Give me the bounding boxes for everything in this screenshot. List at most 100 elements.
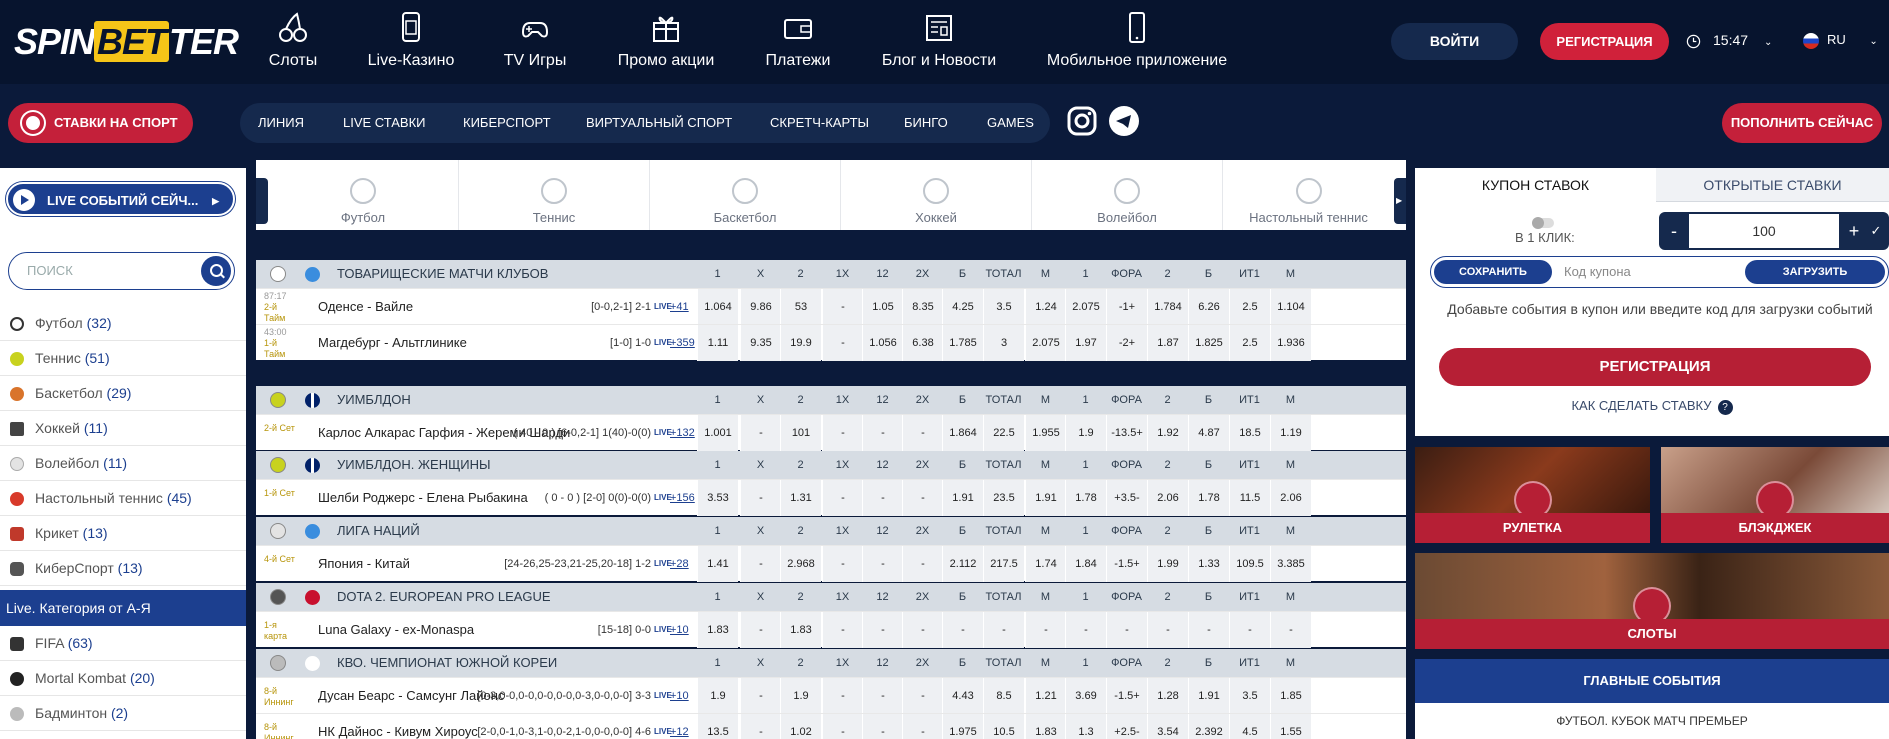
more-markets-link[interactable]: +10 <box>670 690 689 702</box>
tab-football[interactable]: Футбол <box>268 160 459 230</box>
odds-cell[interactable]: 1.064 <box>697 289 738 325</box>
increase-button[interactable]: + <box>1848 221 1860 241</box>
odds-cell[interactable]: 2.06 <box>1270 480 1311 516</box>
match-teams[interactable]: Карлос Алкарас Гарфия - Жереми Шарди <box>318 425 571 440</box>
sidebar-item-mortal-kombat[interactable]: Mortal Kombat (20) <box>0 661 246 696</box>
sidebar-item-volleyball[interactable]: Волейбол (11) <box>0 446 246 481</box>
odds-cell[interactable]: 22.5 <box>983 415 1024 451</box>
odds-cell[interactable]: 4.87 <box>1188 415 1229 451</box>
odds-cell[interactable]: 3.385 <box>1270 546 1311 582</box>
sidebar-item-cricket[interactable]: Крикет (13) <box>0 516 246 551</box>
league-header[interactable]: DOTA 2. EUROPEAN PRO LEAGUE 1 X 2 1X 12 2X Б ТОТ… <box>256 583 1406 611</box>
odds-cell[interactable]: 2.06 <box>1147 480 1188 516</box>
deposit-now-button[interactable]: ПОПОЛНИТЬ СЕЙЧАС <box>1722 103 1882 143</box>
odds-cell[interactable]: 1.74 <box>1025 546 1066 582</box>
odds-cell[interactable]: 1.056 <box>862 325 903 361</box>
promo-slots[interactable]: СЛОТЫ <box>1415 553 1889 649</box>
odds-cell[interactable]: 2.075 <box>1025 325 1066 361</box>
odds-cell[interactable]: 1.784 <box>1147 289 1188 325</box>
subnav-line[interactable]: ЛИНИЯ <box>258 115 304 130</box>
odds-cell[interactable]: -1+ <box>1106 289 1147 325</box>
category-header[interactable]: Live. Категория от А-Я <box>0 590 246 626</box>
odds-cell[interactable]: 2.5 <box>1229 325 1270 361</box>
coupon-register-button[interactable]: РЕГИСТРАЦИЯ <box>1439 348 1871 386</box>
odds-cell[interactable]: 217.5 <box>983 546 1024 582</box>
odds-cell[interactable]: 3.53 <box>697 480 738 516</box>
odds-cell[interactable]: 19.9 <box>780 325 821 361</box>
odds-cell[interactable]: 53 <box>780 289 821 325</box>
odds-cell[interactable]: 1.85 <box>1270 678 1311 714</box>
odds-cell[interactable]: 3 <box>983 325 1024 361</box>
odds-cell[interactable]: -13.5+ <box>1106 415 1147 451</box>
odds-cell[interactable]: 1.24 <box>1025 289 1066 325</box>
odds-cell[interactable]: 1.001 <box>697 415 738 451</box>
sidebar-item-badminton[interactable]: Бадминтон (2) <box>0 696 246 731</box>
odds-cell[interactable]: 1.84 <box>1065 546 1106 582</box>
league-header[interactable]: ТОВАРИЩЕСКИЕ МАТЧИ КЛУБОВ 1 X 2 1X 12 2X Б ТОТАЛ… <box>256 260 1406 288</box>
odds-cell[interactable]: 1.104 <box>1270 289 1311 325</box>
how-to-bet-link[interactable]: КАК СДЕЛАТЬ СТАВКУ? <box>1415 398 1889 415</box>
odds-cell[interactable]: 1.975 <box>942 714 983 739</box>
promo-blackjack[interactable]: БЛЭКДЖЕК <box>1661 447 1889 543</box>
sidebar-item-esports[interactable]: КиберСпорт (13) <box>0 551 246 586</box>
odds-cell[interactable]: 1.825 <box>1188 325 1229 361</box>
decrease-button[interactable]: - <box>1671 221 1677 241</box>
league-header[interactable]: ЛИГА НАЦИЙ 1 X 2 1X 12 2X Б ТОТАЛ М 1 ФОРА 2 Б ИТ1 М <box>256 517 1406 545</box>
league-header[interactable]: УИМБЛДОН. ЖЕНЩИНЫ 1 X 2 1X 12 2X Б ТОТАЛ М 1 ФОРА 2 Б… <box>256 451 1406 479</box>
odds-cell[interactable]: 1.87 <box>1147 325 1188 361</box>
subnav-bingo[interactable]: БИНГО <box>904 115 948 130</box>
clock-widget[interactable]: 15:47 ⌄ <box>1686 32 1772 49</box>
odds-cell[interactable]: 1.21 <box>1025 678 1066 714</box>
odds-cell[interactable]: 1.33 <box>1188 546 1229 582</box>
odds-cell[interactable]: 6.26 <box>1188 289 1229 325</box>
nav-live-casino[interactable]: Live-Казино <box>365 0 457 84</box>
odds-cell[interactable]: 18.5 <box>1229 415 1270 451</box>
match-row[interactable]: 1-я карта Luna Galaxy - ex-Monaspa [15-18]… <box>256 611 1406 648</box>
subnav-scratch[interactable]: СКРЕТЧ-КАРТЫ <box>770 115 870 130</box>
odds-cell[interactable]: 1.78 <box>1188 480 1229 516</box>
odds-cell[interactable]: 1.97 <box>1065 325 1106 361</box>
match-teams[interactable]: НК Дайнос - Кивум Хироус <box>318 724 478 739</box>
subnav-games[interactable]: GAMES <box>987 115 1034 130</box>
scroll-right-button[interactable]: ▶ <box>1394 178 1406 224</box>
odds-cell[interactable]: 2.5 <box>1229 289 1270 325</box>
check-icon[interactable]: ✓ <box>1870 223 1882 238</box>
odds-cell[interactable]: 1.99 <box>1147 546 1188 582</box>
odds-cell[interactable]: 1.92 <box>1147 415 1188 451</box>
odds-cell[interactable]: 1.83 <box>780 612 821 648</box>
odds-cell[interactable]: 1.9 <box>780 678 821 714</box>
odds-cell[interactable]: 1.31 <box>780 480 821 516</box>
odds-cell[interactable]: 23.5 <box>983 480 1024 516</box>
sidebar-item-tennis[interactable]: Теннис (51) <box>0 341 246 376</box>
odds-cell[interactable]: 11.5 <box>1229 480 1270 516</box>
odds-cell[interactable]: 1.864 <box>942 415 983 451</box>
sidebar-item-hockey[interactable]: Хоккей (11) <box>0 411 246 446</box>
odds-cell[interactable]: 2.075 <box>1065 289 1106 325</box>
odds-cell[interactable]: 1.11 <box>697 325 738 361</box>
language-selector[interactable]: RU ⌄ <box>1803 32 1878 49</box>
odds-cell[interactable]: 4.43 <box>942 678 983 714</box>
odds-cell[interactable]: 1.02 <box>780 714 821 739</box>
odds-cell[interactable]: 9.86 <box>740 289 781 325</box>
nav-tv-games[interactable]: TV Игры <box>503 0 567 84</box>
match-teams[interactable]: Оденсе - Вайле <box>318 299 414 314</box>
subnav-live[interactable]: LIVE СТАВКИ <box>343 115 426 130</box>
more-markets-link[interactable]: +10 <box>670 624 689 636</box>
odds-cell[interactable]: 4.5 <box>1229 714 1270 739</box>
save-button[interactable]: СОХРАНИТЬ <box>1434 260 1552 284</box>
live-events-button[interactable]: LIVE СОБЫТИЙ СЕЙЧ... ▶ <box>6 182 235 216</box>
odds-cell[interactable]: 1.05 <box>862 289 903 325</box>
match-row[interactable]: 43:00 1-й Тайм Магдебург - Альтглинике [1-0… <box>256 324 1406 361</box>
odds-cell[interactable]: 1.955 <box>1025 415 1066 451</box>
tab-open-bets[interactable]: ОТКРЫТЫЕ СТАВКИ <box>1656 168 1889 202</box>
league-header[interactable]: УИМБЛДОН 1 X 2 1X 12 2X Б ТОТАЛ М 1 ФОРА 2 Б ИТ1 М <box>256 386 1406 414</box>
odds-cell[interactable]: 1.91 <box>942 480 983 516</box>
odds-cell[interactable]: 1.83 <box>697 612 738 648</box>
league-header[interactable]: КВО. ЧЕМПИОНАТ ЮЖНОЙ КОРЕИ 1 X 2 1X 12 2X Б ТОТА… <box>256 649 1406 677</box>
odds-cell[interactable]: 6.38 <box>902 325 943 361</box>
match-row[interactable]: 8-й Иннинг Дусан Беарс - Самсунг Лайонс [0… <box>256 677 1406 714</box>
more-markets-link[interactable]: +359 <box>670 337 695 349</box>
match-teams[interactable]: Luna Galaxy - ex-Monaspa <box>318 622 475 637</box>
odds-cell[interactable]: 8.5 <box>983 678 1024 714</box>
subnav-virtual[interactable]: ВИРТУАЛЬНЫЙ СПОРТ <box>586 115 733 130</box>
